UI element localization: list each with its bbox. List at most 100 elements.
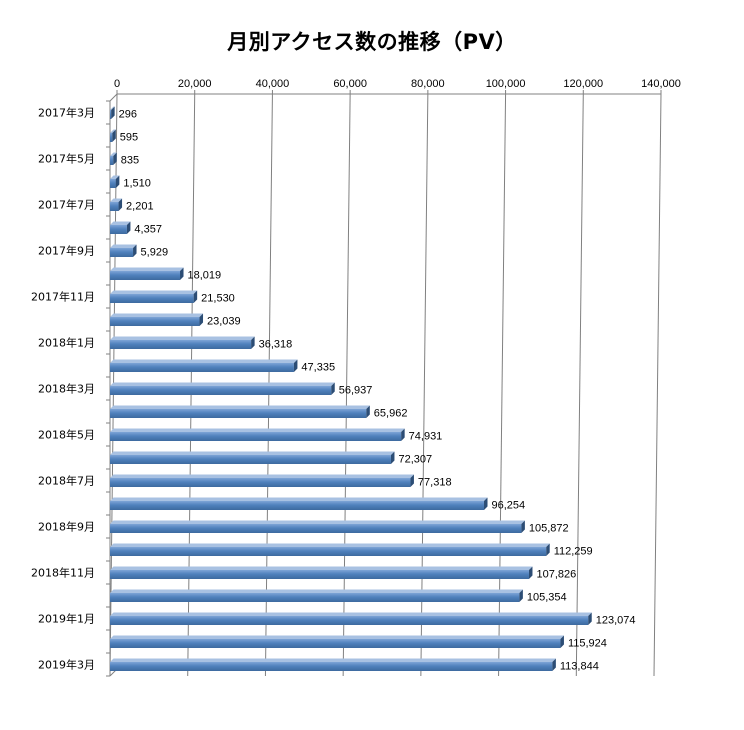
bar-end-face-16	[410, 474, 414, 487]
category-label-6: 2017年9月	[38, 244, 95, 258]
bar-13	[110, 405, 370, 418]
bar-20	[110, 566, 533, 579]
bar-3	[110, 175, 120, 188]
bar-front-face-2	[110, 156, 114, 165]
bar-end-face-1	[112, 129, 116, 142]
bar-end-face-7	[180, 267, 184, 280]
bar-top-face-20	[110, 566, 533, 570]
bar-top-face-15	[110, 451, 395, 455]
data-label-3: 1,510	[123, 178, 151, 190]
x-tick-label-3: 60,000	[333, 78, 367, 90]
bar-end-face-10	[251, 336, 255, 349]
axis-layer: 0 20,000 40,000 60,000 80,000 100,000 120,000 1…	[31, 78, 681, 677]
bar-end-face-24	[552, 658, 556, 671]
bar-end-face-14	[401, 428, 405, 441]
data-label-23: 115,924	[568, 638, 607, 650]
data-label-2: 835	[121, 155, 139, 167]
bar-9	[110, 313, 204, 326]
data-label-18: 105,872	[529, 523, 569, 535]
category-label-4: 2017年7月	[38, 198, 95, 212]
bar-21	[110, 589, 523, 602]
x-tick-label-6: 120,000	[563, 78, 603, 90]
data-label-24: 113,844	[560, 661, 599, 673]
gridline-6	[575, 93, 584, 677]
bar-top-face-1	[110, 129, 116, 133]
bar-end-face-11	[293, 359, 298, 372]
bar-front-face-22	[110, 616, 589, 625]
bar-top-face-2	[110, 152, 117, 156]
bar-top-face-3	[110, 175, 120, 179]
bar-front-face-5	[110, 225, 127, 234]
data-label-8: 21,530	[201, 293, 235, 305]
bar-end-face-6	[133, 244, 137, 257]
bar-front-face-8	[110, 294, 194, 303]
data-label-5: 4,357	[134, 224, 162, 236]
chart-title: 月別アクセス数の推移（PV）	[227, 30, 517, 54]
bar-front-face-10	[110, 340, 252, 349]
bar-end-face-19	[546, 543, 550, 556]
bar-front-face-6	[110, 248, 134, 257]
data-label-0: 296	[119, 109, 137, 121]
bar-14	[110, 428, 405, 441]
bar-end-face-0	[111, 106, 115, 119]
data-label-7: 18,019	[188, 270, 222, 282]
bar-front-face-13	[110, 409, 367, 418]
bar-front-face-24	[110, 662, 553, 671]
category-label-22: 2019年1月	[38, 612, 95, 626]
label-layer: 296 595 835 1,510 2,201 4,357 5,929 18,019 21,53…	[119, 109, 636, 673]
category-label-10: 2018年1月	[38, 336, 95, 350]
bar-front-face-17	[110, 501, 485, 510]
x-tick-label-4: 80,000	[411, 78, 445, 90]
data-label-6: 5,929	[141, 247, 169, 259]
bar-top-face-17	[110, 497, 488, 501]
category-label-8: 2017年11月	[31, 290, 95, 304]
bar-front-face-4	[110, 202, 119, 211]
bar-end-face-21	[519, 589, 523, 602]
bar-front-face-16	[110, 478, 411, 487]
data-label-22: 123,074	[596, 615, 636, 627]
bar-2	[110, 152, 117, 165]
x-tick-label-2: 40,000	[256, 78, 290, 90]
bar-top-face-13	[110, 405, 370, 409]
bar-top-face-24	[110, 658, 556, 662]
data-label-15: 72,307	[398, 454, 432, 466]
data-label-13: 65,962	[374, 408, 408, 420]
bar-end-face-5	[126, 221, 131, 234]
bar-top-face-22	[110, 612, 592, 616]
bar-end-face-8	[193, 290, 198, 303]
bar-18	[110, 520, 525, 533]
gridline-5	[498, 93, 507, 677]
bar-end-face-13	[366, 405, 370, 418]
bar-front-face-7	[110, 271, 181, 280]
bar-front-face-18	[110, 524, 522, 533]
data-label-4: 2,201	[126, 201, 154, 213]
bar-front-face-3	[110, 179, 116, 188]
bar-front-face-20	[110, 570, 529, 579]
bar-front-face-12	[110, 386, 332, 395]
bar-7	[110, 267, 184, 280]
bar-end-face-9	[199, 313, 204, 326]
bar-4	[110, 198, 123, 211]
bar-top-face-5	[110, 221, 131, 225]
category-label-18: 2018年9月	[38, 520, 95, 534]
bar-top-face-9	[110, 313, 204, 317]
bar-end-face-3	[115, 175, 120, 188]
data-label-17: 96,254	[492, 500, 526, 512]
x-tick-label-0: 0	[114, 78, 120, 90]
x-tick-label-5: 100,000	[486, 78, 526, 90]
x-tick-label-7: 140,000	[641, 78, 681, 90]
bar-12	[110, 382, 335, 395]
gridline-7	[653, 93, 662, 677]
category-label-24: 2019年3月	[38, 658, 95, 672]
bar-19	[110, 543, 550, 556]
bar-1	[110, 129, 116, 142]
bar-top-face-4	[110, 198, 123, 202]
bar-11	[110, 359, 298, 372]
data-label-19: 112,259	[554, 546, 593, 558]
y-axis-top-edge	[109, 93, 118, 102]
bar-top-face-14	[110, 428, 405, 432]
data-label-9: 23,039	[207, 316, 241, 328]
bar-end-face-18	[521, 520, 525, 533]
bar-24	[110, 658, 556, 671]
